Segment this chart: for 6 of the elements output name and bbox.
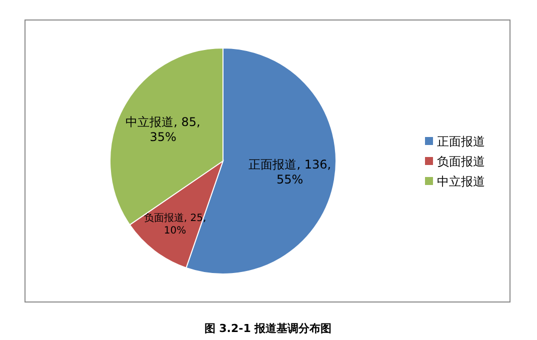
data-label: 中立报道, 85, 35%: [126, 114, 200, 144]
legend-label: 正面报道: [437, 134, 485, 148]
legend-label: 中立报道: [437, 174, 485, 188]
legend-label: 负面报道: [437, 154, 485, 168]
caption: 图 3.2-1 报道基调分布图: [204, 322, 332, 335]
data-label: 正面报道, 136, 55%: [248, 158, 332, 187]
